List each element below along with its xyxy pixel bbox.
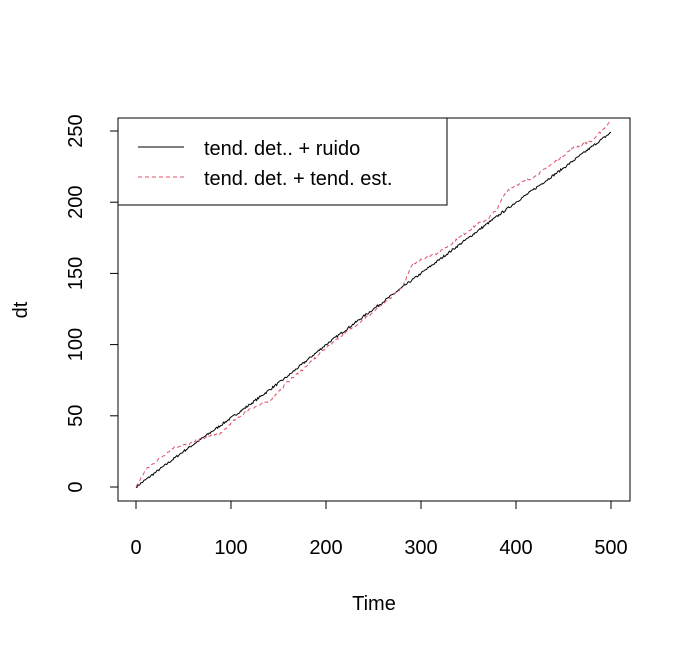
- legend-label-tend-est: tend. det. + tend. est.: [204, 168, 392, 190]
- x-axis: 0 100 200 300 400 500: [130, 500, 628, 559]
- x-tick-label: 500: [594, 537, 627, 559]
- series-layer: [135, 120, 612, 489]
- y-tick-label: 250: [65, 114, 87, 147]
- x-tick-label: 100: [214, 537, 247, 559]
- y-axis-label: dt: [10, 301, 32, 318]
- series-line-1: [135, 120, 612, 488]
- x-axis-label: Time: [352, 593, 396, 615]
- legend: tend. det.. + ruido tend. det. + tend. e…: [117, 117, 448, 206]
- y-tick-label: 200: [65, 186, 87, 219]
- x-tick-label: 300: [404, 537, 437, 559]
- x-tick-label: 200: [309, 537, 342, 559]
- y-tick-label: 100: [65, 328, 87, 361]
- y-tick-label: 150: [65, 257, 87, 290]
- y-tick-label: 0: [65, 481, 87, 492]
- y-axis: 0 50 100 150 200 250: [65, 114, 119, 493]
- legend-box: [117, 117, 448, 206]
- x-tick-label: 400: [499, 537, 532, 559]
- x-tick-label: 0: [130, 537, 141, 559]
- legend-label-ruido: tend. det.. + ruido: [204, 138, 360, 160]
- y-tick-label: 50: [65, 405, 87, 427]
- series-line-0: [135, 131, 612, 489]
